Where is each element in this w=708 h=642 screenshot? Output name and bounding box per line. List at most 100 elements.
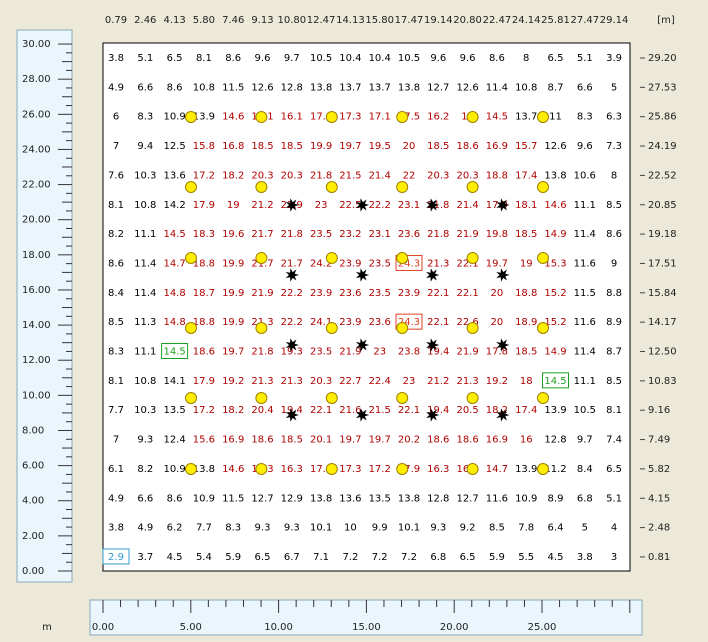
luminaire bbox=[325, 111, 338, 123]
y-label: 14.17 bbox=[648, 317, 677, 328]
cell-value: 20.3 bbox=[281, 170, 303, 181]
cell-value: 18 bbox=[520, 376, 533, 387]
cell-value: 19.2 bbox=[486, 376, 508, 387]
luminaire bbox=[325, 252, 338, 264]
x-label: 27.47 bbox=[570, 15, 599, 26]
cell-value: 11.4 bbox=[486, 82, 508, 93]
ruler-label: 6.00 bbox=[22, 461, 44, 472]
cell-value: 15.2 bbox=[544, 317, 566, 328]
cell-value: 19.9 bbox=[222, 317, 244, 328]
cell-value: 17.9 bbox=[193, 376, 215, 387]
cell-value: 10.9 bbox=[515, 493, 537, 504]
highlight-box bbox=[161, 343, 189, 359]
cell-value: 5 bbox=[611, 82, 617, 93]
cell-value: 6.5 bbox=[460, 552, 476, 563]
cell-value: 9.6 bbox=[577, 141, 593, 152]
cell-value: 19.6 bbox=[222, 229, 244, 240]
cell-value: 22.2 bbox=[369, 200, 391, 211]
cell-value: 8.1 bbox=[108, 376, 124, 387]
ruler-label: 10.00 bbox=[22, 390, 51, 401]
ruler-label: 8.00 bbox=[22, 425, 44, 436]
cell-value: 10.8 bbox=[515, 82, 537, 93]
cell-value: 11.6 bbox=[574, 258, 596, 269]
sensor bbox=[355, 268, 370, 282]
luminaire bbox=[185, 181, 197, 193]
cell-value: 4.9 bbox=[108, 82, 124, 93]
cell-value: 11 bbox=[549, 112, 562, 123]
y-label: 20.85 bbox=[648, 200, 677, 211]
cell-value: 23.9 bbox=[339, 258, 361, 269]
cell-value: 22.1 bbox=[456, 258, 478, 269]
grid-panel bbox=[102, 42, 631, 572]
luminaire bbox=[537, 252, 549, 264]
cell-value: 16.3 bbox=[281, 464, 303, 475]
y-label: 0.81 bbox=[648, 552, 670, 563]
cell-value: 18.1 bbox=[515, 200, 537, 211]
cell-value: 15.3 bbox=[544, 258, 566, 269]
cell-value: 11.1 bbox=[574, 376, 596, 387]
cell-value: 14.6 bbox=[544, 200, 566, 211]
cell-value: 13.8 bbox=[310, 82, 332, 93]
cell-value: 10.5 bbox=[398, 53, 420, 64]
cell-value: 9 bbox=[611, 258, 617, 269]
y-label: 4.15 bbox=[648, 493, 670, 504]
cell-value: 16.3 bbox=[427, 464, 449, 475]
sensor bbox=[355, 198, 370, 212]
x-label: 10.80 bbox=[277, 15, 306, 26]
cell-value: 22.1 bbox=[427, 288, 449, 299]
cell-value: 6.6 bbox=[137, 493, 153, 504]
cell-value: 8.1 bbox=[606, 405, 622, 416]
cell-value: 15.8 bbox=[193, 141, 215, 152]
cell-value: 17.2 bbox=[369, 464, 391, 475]
cell-value: 8.2 bbox=[108, 229, 124, 240]
cell-value: 9.3 bbox=[430, 523, 446, 534]
cell-value: 23.9 bbox=[398, 288, 420, 299]
ruler-label: 30.00 bbox=[22, 39, 51, 50]
cell-value: 17.9 bbox=[486, 200, 508, 211]
sensor bbox=[426, 408, 440, 422]
cell-value: 18.5 bbox=[251, 141, 273, 152]
cell-value: 5.4 bbox=[196, 552, 212, 563]
cell-value: 9.7 bbox=[284, 53, 300, 64]
cell-value: 4 bbox=[611, 523, 617, 534]
cell-value: 13.6 bbox=[163, 170, 185, 181]
cell-value: 11.6 bbox=[574, 317, 596, 328]
y-label: 24.19 bbox=[648, 141, 677, 152]
cell-value: 8.6 bbox=[167, 493, 183, 504]
cell-value: 17.5 bbox=[398, 112, 420, 123]
cell-value: 9.6 bbox=[430, 53, 446, 64]
cell-value: 12.9 bbox=[281, 493, 303, 504]
sensor bbox=[285, 198, 299, 212]
cell-value: 14.7 bbox=[486, 464, 508, 475]
cell-value: 11.4 bbox=[134, 288, 156, 299]
cell-value: 19.7 bbox=[222, 347, 244, 358]
cell-value: 24.3 bbox=[398, 258, 420, 269]
cell-value: 10.9 bbox=[193, 493, 215, 504]
cell-value: 14.5 bbox=[163, 347, 185, 358]
luminaire bbox=[537, 392, 549, 404]
ruler-label: 0.00 bbox=[92, 622, 114, 633]
left-ruler bbox=[16, 29, 73, 583]
cell-value: 12.8 bbox=[544, 435, 566, 446]
cell-value: 14.6 bbox=[222, 112, 244, 123]
luminaire bbox=[466, 252, 479, 264]
cell-value: 22 bbox=[403, 170, 416, 181]
cell-value: 19.7 bbox=[369, 435, 391, 446]
cell-value: 14.5 bbox=[163, 229, 185, 240]
cell-value: 12.5 bbox=[163, 141, 185, 152]
cell-value: 8.6 bbox=[225, 53, 241, 64]
x-label: 7.46 bbox=[222, 15, 244, 26]
cell-value: 10.4 bbox=[339, 53, 361, 64]
cell-value: 23.5 bbox=[310, 229, 332, 240]
sensor bbox=[426, 268, 440, 282]
cell-value: 3.8 bbox=[577, 552, 593, 563]
cell-value: 18.5 bbox=[515, 229, 537, 240]
x-label: 19.14 bbox=[424, 15, 453, 26]
cell-value: 18.2 bbox=[222, 405, 244, 416]
cell-value: 20 bbox=[403, 141, 416, 152]
luminaire bbox=[396, 181, 409, 193]
cell-value: 17.4 bbox=[515, 405, 537, 416]
cell-value: 5.1 bbox=[577, 53, 593, 64]
luminaire bbox=[466, 322, 479, 334]
cell-value: 18.8 bbox=[486, 170, 508, 181]
